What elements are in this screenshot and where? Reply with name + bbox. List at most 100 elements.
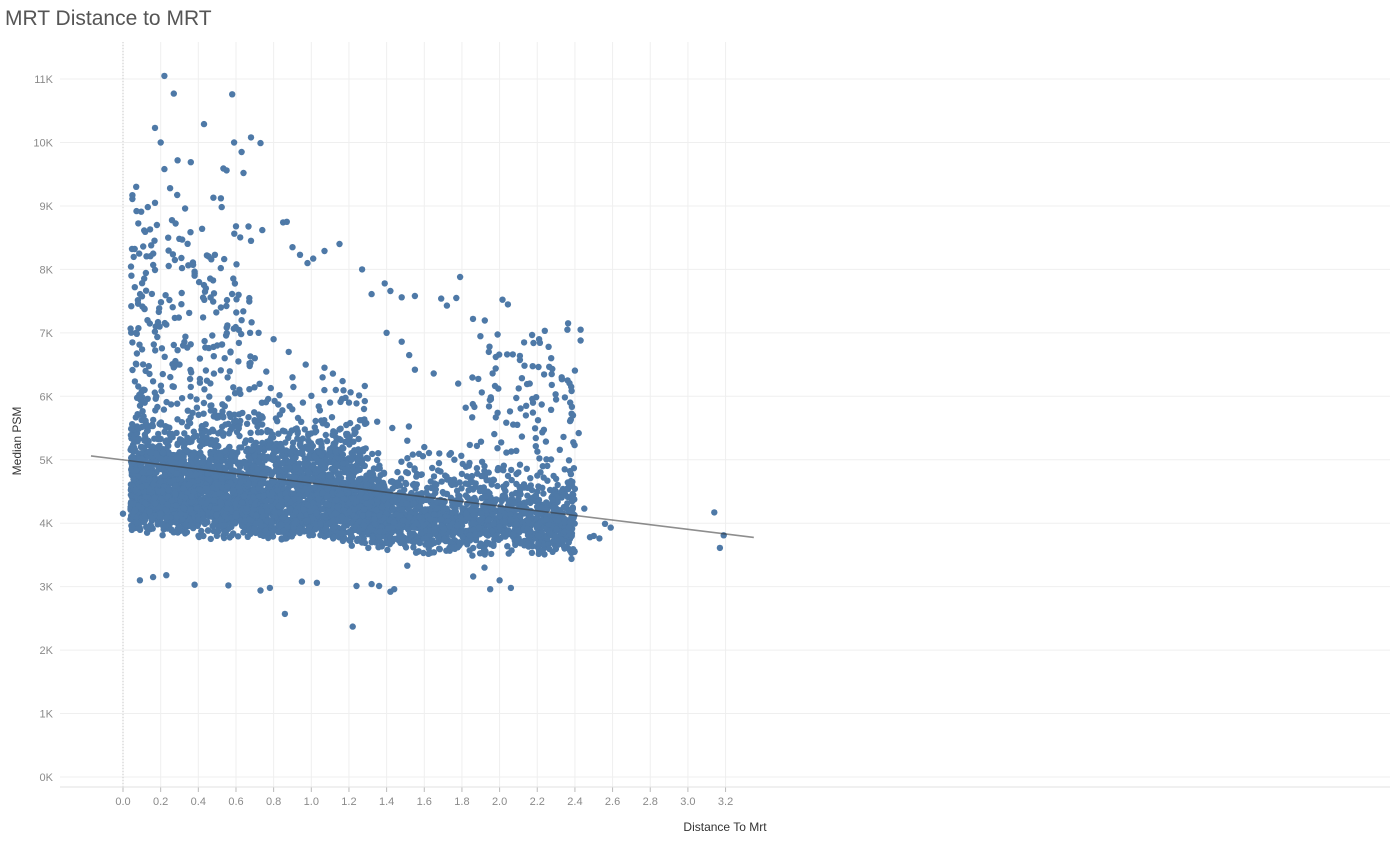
data-point <box>141 386 148 394</box>
data-point <box>230 275 237 282</box>
data-point <box>248 446 256 454</box>
data-point <box>187 393 194 400</box>
data-point <box>174 400 181 407</box>
data-points <box>119 72 727 630</box>
data-point <box>240 458 248 465</box>
data-point <box>133 183 140 190</box>
data-point <box>193 396 200 403</box>
data-point <box>485 403 493 410</box>
data-point <box>187 414 194 421</box>
data-point <box>289 444 296 451</box>
x-tick-label: 1.2 <box>341 796 356 808</box>
data-point <box>204 527 212 534</box>
data-point <box>210 497 217 504</box>
data-point <box>533 394 540 401</box>
data-point <box>161 353 168 360</box>
data-point <box>511 500 518 507</box>
data-point <box>340 387 347 394</box>
data-point <box>160 406 168 413</box>
y-tick-label: 8K <box>40 264 54 276</box>
data-point <box>363 454 370 462</box>
data-point <box>211 518 218 526</box>
data-point <box>405 423 413 430</box>
data-point <box>210 413 217 420</box>
data-point <box>158 387 165 395</box>
data-point <box>218 341 226 348</box>
data-point <box>521 362 528 369</box>
data-point <box>486 343 493 350</box>
data-point <box>447 480 455 487</box>
data-point <box>535 363 542 371</box>
data-point <box>535 540 542 547</box>
data-point <box>149 378 157 385</box>
data-point <box>233 428 241 436</box>
data-point <box>207 535 214 543</box>
x-tick-label: 0.8 <box>266 796 281 808</box>
y-tick-label: 10K <box>33 138 53 150</box>
x-tick-label: 2.0 <box>492 796 507 808</box>
x-tick-label: 1.8 <box>454 796 469 808</box>
data-point <box>506 408 514 415</box>
data-point <box>204 509 211 517</box>
data-point <box>267 384 274 392</box>
data-point <box>227 462 234 469</box>
data-point <box>499 296 506 303</box>
data-point <box>231 230 238 237</box>
data-point <box>151 435 158 442</box>
data-point <box>452 501 460 508</box>
data-point <box>141 305 148 313</box>
data-point <box>377 538 384 545</box>
data-point <box>301 426 308 433</box>
data-point <box>499 492 506 499</box>
data-point <box>133 519 141 526</box>
data-point <box>435 533 442 541</box>
data-point <box>228 290 236 298</box>
data-point <box>145 462 152 470</box>
data-point <box>157 299 165 306</box>
data-point <box>540 474 547 481</box>
data-point <box>389 505 397 512</box>
x-tick-label: 2.4 <box>567 796 582 808</box>
data-point <box>436 546 443 553</box>
data-point <box>351 447 359 454</box>
data-point <box>201 520 209 528</box>
x-axis-ticks: 0.0 0.2 0.4 0.6 0.8 1.0 1.2 1.4 1.6 1.8 2.0 2.2 2.4 2… <box>60 786 1390 808</box>
data-point <box>232 417 239 424</box>
data-point <box>152 450 160 457</box>
data-point <box>469 374 476 381</box>
data-point <box>246 360 253 367</box>
data-point <box>547 406 555 413</box>
data-point <box>290 383 297 391</box>
data-point <box>275 467 282 475</box>
data-point <box>527 499 534 507</box>
data-point <box>240 529 247 536</box>
data-point <box>289 439 297 446</box>
data-point <box>397 475 405 482</box>
data-point <box>179 485 187 492</box>
data-point <box>500 530 507 537</box>
data-point <box>292 508 299 516</box>
data-point <box>127 325 134 332</box>
data-point <box>187 366 194 374</box>
data-point <box>245 414 252 421</box>
data-point <box>297 439 304 447</box>
data-point <box>359 512 366 519</box>
data-point <box>541 327 548 334</box>
data-point <box>430 549 438 556</box>
data-point <box>209 426 216 433</box>
data-point <box>138 346 146 353</box>
data-point <box>238 522 246 530</box>
data-point <box>508 448 515 455</box>
data-point <box>240 308 247 315</box>
data-point <box>251 384 258 391</box>
data-point <box>131 506 139 514</box>
data-point <box>210 527 217 535</box>
x-tick-label: 0.6 <box>228 796 243 808</box>
data-point <box>348 542 355 549</box>
data-point <box>235 339 243 347</box>
data-point <box>159 522 167 530</box>
data-point <box>171 256 179 264</box>
data-point <box>473 442 481 450</box>
data-point <box>213 473 220 480</box>
data-point <box>162 423 169 430</box>
